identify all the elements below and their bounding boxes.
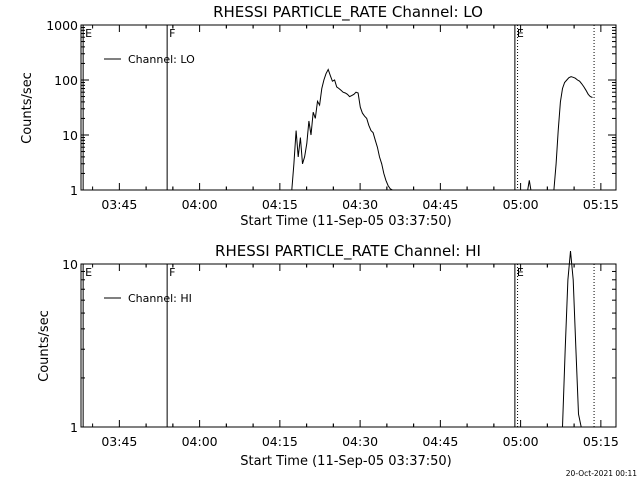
series-line bbox=[527, 180, 532, 191]
y-tick-label: 10 bbox=[62, 128, 78, 143]
x-tick-label: 04:45 bbox=[422, 197, 458, 212]
x-tick-label: 04:15 bbox=[262, 197, 298, 212]
x-tick-label: 03:45 bbox=[101, 434, 137, 449]
marker-label: E bbox=[517, 27, 524, 40]
series-group bbox=[562, 251, 582, 428]
marker-label: E bbox=[517, 266, 524, 279]
plot-frame bbox=[80, 24, 617, 191]
x-tick-label: 05:15 bbox=[583, 434, 619, 449]
series-line bbox=[562, 251, 582, 428]
y-axis-label: Counts/sec bbox=[20, 72, 35, 144]
y-tick-label: 1 bbox=[70, 183, 78, 198]
y-tick-label: 100 bbox=[54, 73, 78, 88]
x-tick-label: 04:00 bbox=[182, 197, 218, 212]
x-tick-label: 04:00 bbox=[182, 434, 218, 449]
marker-label: E bbox=[85, 266, 92, 279]
x-tick-label: 05:00 bbox=[503, 197, 539, 212]
x-axis-label: Start Time (11-Sep-05 03:37:50) bbox=[240, 454, 451, 469]
legend-label: Channel: LO bbox=[128, 53, 195, 66]
series-group bbox=[291, 68, 593, 191]
x-tick-label: 05:00 bbox=[503, 434, 539, 449]
x-tick-label: 03:45 bbox=[101, 197, 137, 212]
legend: Channel: LO bbox=[104, 53, 195, 66]
x-tick-label: 05:15 bbox=[583, 197, 619, 212]
ticks-group: 03:45 04:00 04:15 04:30 04:45 05:00 05:15 1 10 10… bbox=[46, 18, 619, 212]
marker-label: F bbox=[169, 266, 175, 279]
y-axis-label: Counts/sec bbox=[37, 310, 52, 382]
x-tick-label: 04:30 bbox=[342, 434, 378, 449]
marker-label: E bbox=[85, 27, 92, 40]
chart-lo: RHESSI PARTICLE_RATE Channel: LO 03:45 04… bbox=[20, 3, 619, 229]
chart-hi: RHESSI PARTICLE_RATE Channel: HI 03:45 04… bbox=[37, 242, 619, 469]
series-line bbox=[291, 68, 393, 191]
ticks-group: 03:45 04:00 04:15 04:30 04:45 05:00 05:15 1 10 bbox=[62, 257, 619, 449]
y-tick-label: 1000 bbox=[46, 18, 78, 33]
series-line bbox=[553, 76, 593, 191]
footer-timestamp: 20-Oct-2021 00:11 bbox=[566, 469, 637, 478]
legend: Channel: HI bbox=[104, 292, 192, 305]
y-tick-label: 1 bbox=[70, 420, 78, 435]
plot-frame bbox=[80, 263, 617, 428]
chart-title: RHESSI PARTICLE_RATE Channel: LO bbox=[213, 3, 483, 22]
legend-label: Channel: HI bbox=[128, 292, 192, 305]
y-tick-label: 10 bbox=[62, 257, 78, 272]
x-tick-label: 04:15 bbox=[262, 434, 298, 449]
marker-label: F bbox=[169, 27, 175, 40]
x-tick-label: 04:30 bbox=[342, 197, 378, 212]
x-tick-label: 04:45 bbox=[422, 434, 458, 449]
chart-title: RHESSI PARTICLE_RATE Channel: HI bbox=[215, 242, 481, 261]
x-axis-label: Start Time (11-Sep-05 03:37:50) bbox=[240, 214, 451, 229]
